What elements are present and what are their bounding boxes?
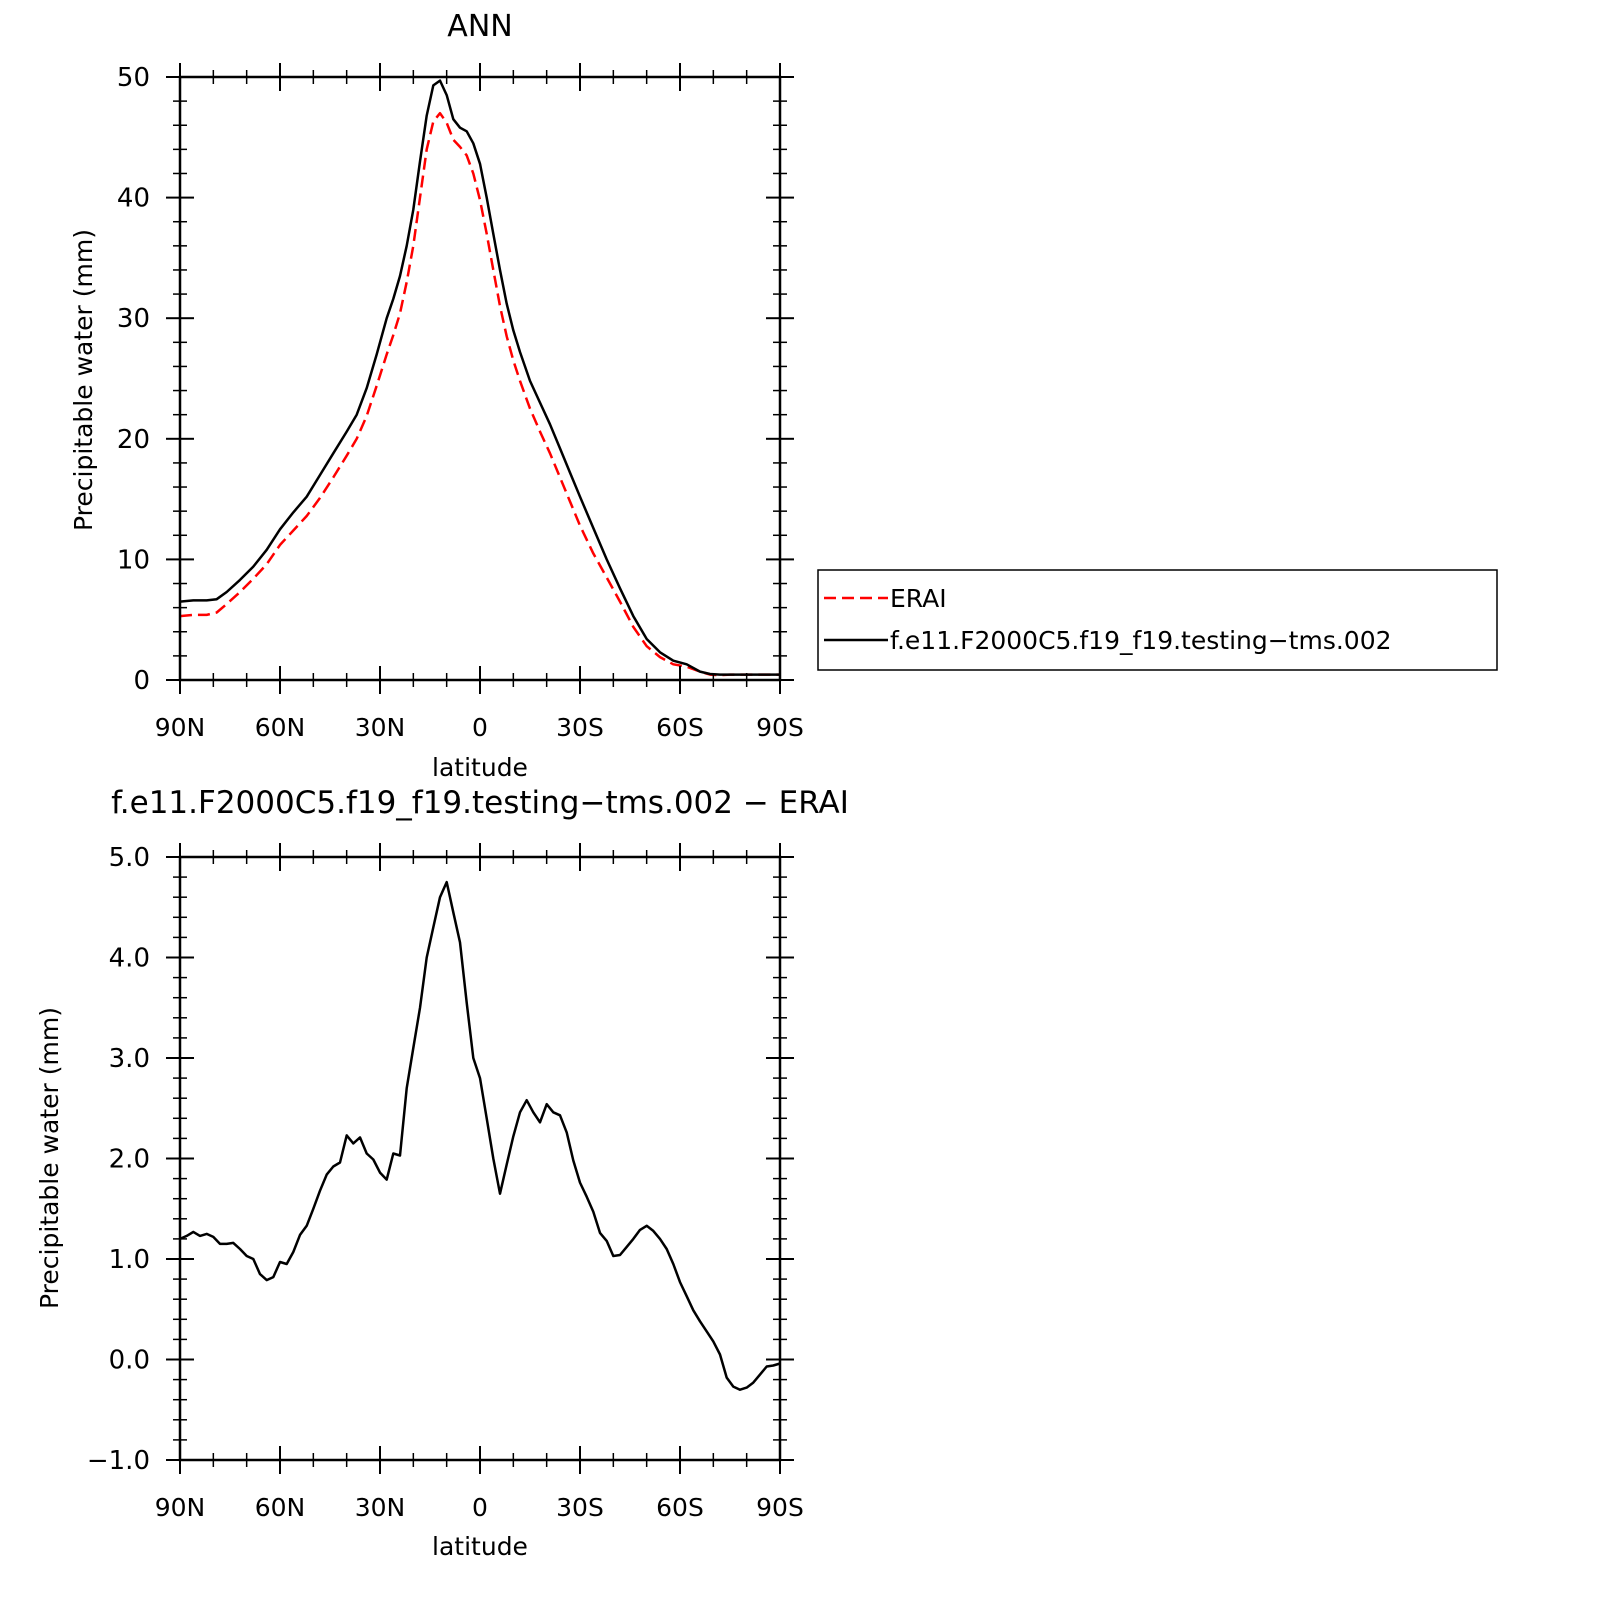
y-axis-label: Precipitable water (mm) [69, 229, 98, 531]
x-tick-label: 60S [656, 1493, 704, 1522]
y-tick-label: 50 [117, 63, 150, 93]
y-tick-label: 10 [117, 545, 150, 575]
y-tick-label: −1.0 [87, 1446, 150, 1476]
x-axis-label: latitude [432, 1532, 528, 1561]
series-line-model [179, 79, 780, 676]
y-tick-label: 20 [117, 425, 150, 455]
x-tick-label: 90N [155, 713, 206, 742]
x-tick-label: 30S [556, 713, 604, 742]
legend-box [817, 569, 1498, 671]
x-tick-label: 30S [556, 1493, 604, 1522]
y-tick-label: 5.0 [109, 843, 150, 873]
x-tick-label: 0 [472, 1493, 488, 1522]
x-tick-label: 60N [255, 713, 306, 742]
series-line-difference [179, 880, 781, 1391]
y-tick-label: 30 [117, 304, 150, 334]
chart-title: ANN [447, 9, 512, 44]
tick-labels: 0 10 20 30 40 50 90N 60N 30N 0 30S 60S 90S [117, 63, 804, 742]
x-tick-label: 90S [756, 1493, 804, 1522]
x-tick-label: 0 [472, 713, 488, 742]
legend: ERAI f.e11.F2000C5.f19_f19.testing−tms.0… [817, 569, 1498, 671]
x-tick-label: 30N [355, 1493, 406, 1522]
legend-entry-erai: ERAI [890, 584, 947, 613]
tick-marks [166, 63, 794, 694]
x-tick-label: 90N [155, 1493, 206, 1522]
y-tick-label: 1.0 [109, 1245, 150, 1275]
x-tick-label: 60S [656, 713, 704, 742]
y-tick-label: 0 [133, 666, 150, 696]
tick-marks [166, 843, 794, 1474]
series-layer [179, 79, 780, 677]
y-axis-label: Precipitable water (mm) [35, 1007, 64, 1309]
y-tick-label: 40 [117, 184, 150, 214]
legend-entry-model: f.e11.F2000C5.f19_f19.testing−tms.002 [890, 626, 1392, 655]
y-tick-label: 2.0 [109, 1145, 150, 1175]
y-tick-label: 4.0 [109, 944, 150, 974]
x-tick-label: 90S [756, 713, 804, 742]
y-tick-label: 3.0 [109, 1044, 150, 1074]
difference-panel: f.e11.F2000C5.f19_f19.testing−tms.002 − … [35, 785, 849, 1561]
x-axis-label: latitude [432, 753, 528, 782]
tick-labels: −1.0 0.0 1.0 2.0 3.0 4.0 5.0 90N 60N 30N 0 30S 60S 90… [87, 843, 804, 1522]
chart-title: f.e11.F2000C5.f19_f19.testing−tms.002 − … [111, 785, 849, 821]
series-line-erai [179, 111, 780, 677]
x-tick-label: 60N [255, 1493, 306, 1522]
plot-frame [178, 855, 782, 1462]
series-layer [179, 880, 781, 1391]
x-tick-label: 30N [355, 713, 406, 742]
y-tick-label: 0.0 [109, 1346, 150, 1376]
climatology-panel: ANN 0 10 20 30 40 50 90N 60N 30N 0 30S 60S 90S latit… [69, 9, 1498, 782]
